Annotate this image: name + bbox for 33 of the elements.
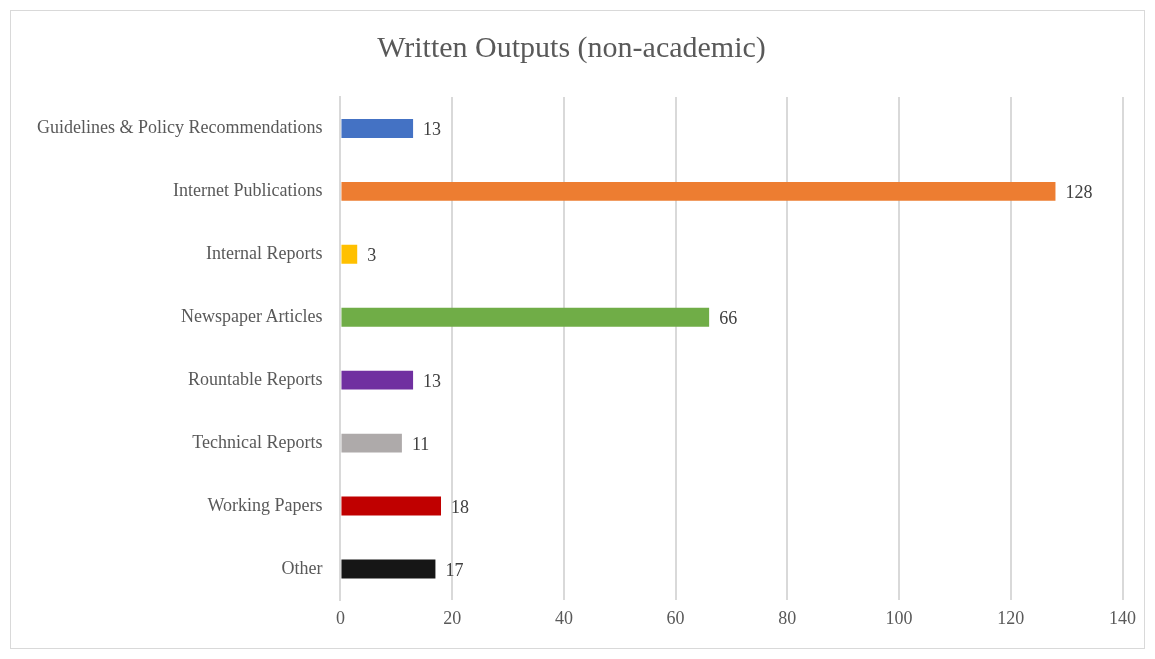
data-label: 17 [445,559,464,580]
y-tick-label: Working Papers [207,494,323,515]
data-label: 3 [367,245,377,266]
bar [341,370,414,390]
chart-title: Written Outputs (non-academic) [377,29,766,64]
y-tick-label: Technical Reports [192,431,323,452]
bar [341,307,710,327]
x-tick-label: 100 [885,607,913,628]
data-label: 128 [1065,182,1093,203]
data-label: 13 [423,370,442,391]
x-tick-label: 40 [554,607,573,628]
y-tick-label: Rountable Reports [187,368,323,389]
bar [341,181,1056,201]
x-tick-label: 0 [335,607,345,628]
y-tick-label: Internet Publications [172,180,323,201]
bar [341,244,358,264]
y-tick-label: Internal Reports [205,243,323,264]
data-label: 66 [719,307,738,328]
x-tick-label: 80 [778,607,797,628]
x-tick-label: 20 [443,607,462,628]
x-tick-label: 60 [666,607,685,628]
bar [341,559,436,579]
bar [341,119,414,138]
data-label: 18 [451,496,470,517]
x-tick-label: 140 [1109,607,1136,628]
bar [341,496,442,516]
y-tick-label: Guidelines & Policy Recommendations [36,117,323,138]
x-tick-label: 120 [997,607,1025,628]
y-tick-label: Other [281,557,323,578]
bar [341,433,402,453]
y-tick-label: Newspaper Articles [181,305,323,326]
data-label: 11 [411,433,430,454]
data-label: 13 [423,119,442,140]
